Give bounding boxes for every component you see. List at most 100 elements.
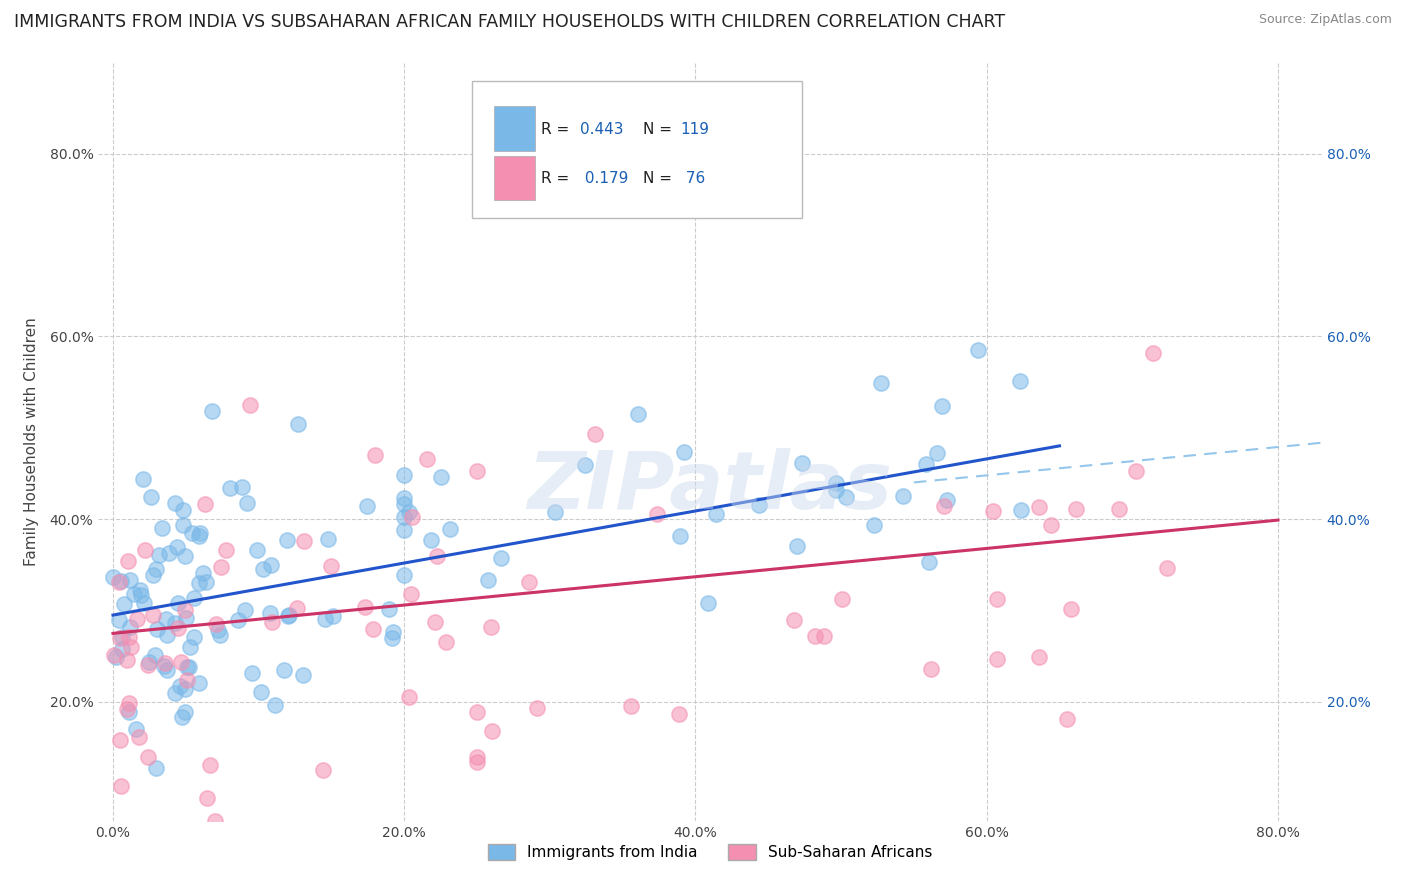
Text: 119: 119 [681, 121, 710, 136]
Point [172, 710, 194, 724]
Point [311, 763, 333, 777]
Point [128, 582, 150, 597]
Point [157, 546, 180, 560]
Point [176, 611, 198, 625]
Point [1028, 500, 1050, 514]
Point [153, 656, 176, 670]
Point [118, 630, 141, 644]
Point [363, 622, 385, 636]
Point [276, 533, 298, 548]
Point [1028, 649, 1050, 664]
Point [110, 574, 132, 588]
Text: 0.179: 0.179 [581, 171, 628, 186]
Point [381, 631, 404, 645]
Point [401, 510, 423, 524]
Point [136, 658, 159, 673]
Point [465, 755, 488, 769]
Point [354, 600, 377, 615]
Point [294, 534, 316, 549]
Point [1108, 501, 1130, 516]
Point [207, 623, 229, 637]
Point [967, 343, 990, 358]
Point [381, 625, 404, 640]
Point [118, 620, 141, 634]
Point [252, 562, 274, 576]
Point [748, 499, 770, 513]
Point [1064, 502, 1087, 516]
Text: N =: N = [643, 171, 676, 186]
Point [239, 399, 262, 413]
Point [235, 602, 257, 616]
FancyBboxPatch shape [494, 106, 536, 151]
Point [1142, 345, 1164, 359]
Point [673, 445, 696, 459]
Point [177, 660, 200, 674]
Point [316, 532, 339, 546]
Point [931, 400, 953, 414]
Point [465, 464, 488, 478]
Point [139, 490, 162, 504]
Point [110, 779, 132, 793]
Point [240, 665, 263, 680]
Point [1056, 712, 1078, 726]
Point [322, 608, 344, 623]
Point [125, 612, 148, 626]
Point [803, 629, 825, 643]
Point [479, 619, 502, 633]
Point [782, 613, 804, 627]
Point [934, 500, 956, 514]
Point [195, 791, 218, 805]
Point [108, 632, 131, 646]
Point [392, 523, 416, 537]
Point [392, 491, 416, 505]
Point [165, 496, 187, 510]
Point [647, 508, 669, 522]
Point [115, 653, 138, 667]
Point [108, 733, 131, 747]
Point [191, 566, 214, 580]
Point [1125, 464, 1147, 478]
Text: R =: R = [541, 171, 574, 186]
Point [263, 698, 285, 712]
Point [117, 554, 139, 568]
Point [183, 630, 205, 644]
Point [246, 542, 269, 557]
Point [915, 457, 938, 471]
Point [426, 549, 449, 564]
Point [986, 652, 1008, 666]
Point [188, 525, 211, 540]
Point [155, 612, 177, 626]
Point [179, 640, 201, 654]
Point [134, 596, 156, 610]
Point [118, 696, 141, 710]
Point [134, 542, 156, 557]
Point [465, 750, 488, 764]
Point [1156, 560, 1178, 574]
Point [169, 680, 191, 694]
Point [392, 497, 416, 511]
Point [176, 660, 198, 674]
Point [260, 615, 283, 629]
Point [583, 427, 606, 442]
Point [1008, 374, 1031, 388]
Point [163, 686, 186, 700]
Point [111, 642, 134, 657]
Point [574, 458, 596, 473]
Point [704, 508, 727, 522]
Point [236, 496, 259, 510]
Point [319, 559, 342, 574]
Text: 0.443: 0.443 [581, 121, 624, 136]
Point [356, 500, 378, 514]
Point [142, 567, 165, 582]
Point [143, 648, 166, 662]
Point [278, 608, 301, 623]
Point [429, 470, 451, 484]
Point [204, 814, 226, 828]
Text: N =: N = [643, 121, 676, 136]
Point [120, 640, 142, 654]
Point [132, 472, 155, 486]
Point [544, 505, 567, 519]
Point [173, 681, 195, 696]
Point [392, 467, 416, 482]
Point [128, 730, 150, 744]
